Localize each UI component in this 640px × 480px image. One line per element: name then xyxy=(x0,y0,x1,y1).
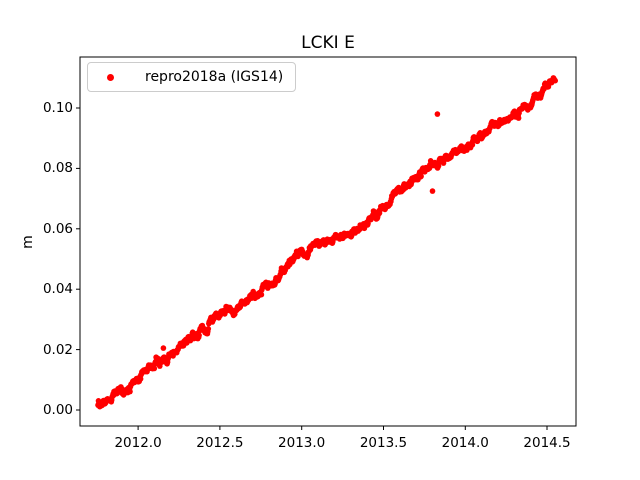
x-tick-label: 2014.5 xyxy=(523,435,571,451)
y-tick-label: 0.08 xyxy=(42,160,73,177)
y-tick-label: 0.04 xyxy=(42,281,73,298)
y-tick-label: 0.06 xyxy=(42,220,73,237)
tick-marks xyxy=(76,107,548,430)
y-tick-label: 0.00 xyxy=(42,401,73,418)
chart-title: LCKI E xyxy=(301,33,355,53)
x-tick-label: 2012.5 xyxy=(196,435,244,451)
legend: repro2018a (IGS14) xyxy=(87,62,296,92)
x-tick-label: 2012.0 xyxy=(114,435,162,451)
x-tick-label: 2014.0 xyxy=(441,435,489,451)
legend-marker-icon xyxy=(107,73,114,81)
legend-label: repro2018a (IGS14) xyxy=(145,69,284,85)
x-tick-label: 2013.5 xyxy=(359,435,408,451)
scatter-series xyxy=(95,75,558,410)
y-tick-label: 0.10 xyxy=(42,100,73,117)
axes-frame xyxy=(79,56,577,427)
x-tick-label: 2013.0 xyxy=(278,435,326,451)
y-tick-label: 0.02 xyxy=(42,341,73,358)
